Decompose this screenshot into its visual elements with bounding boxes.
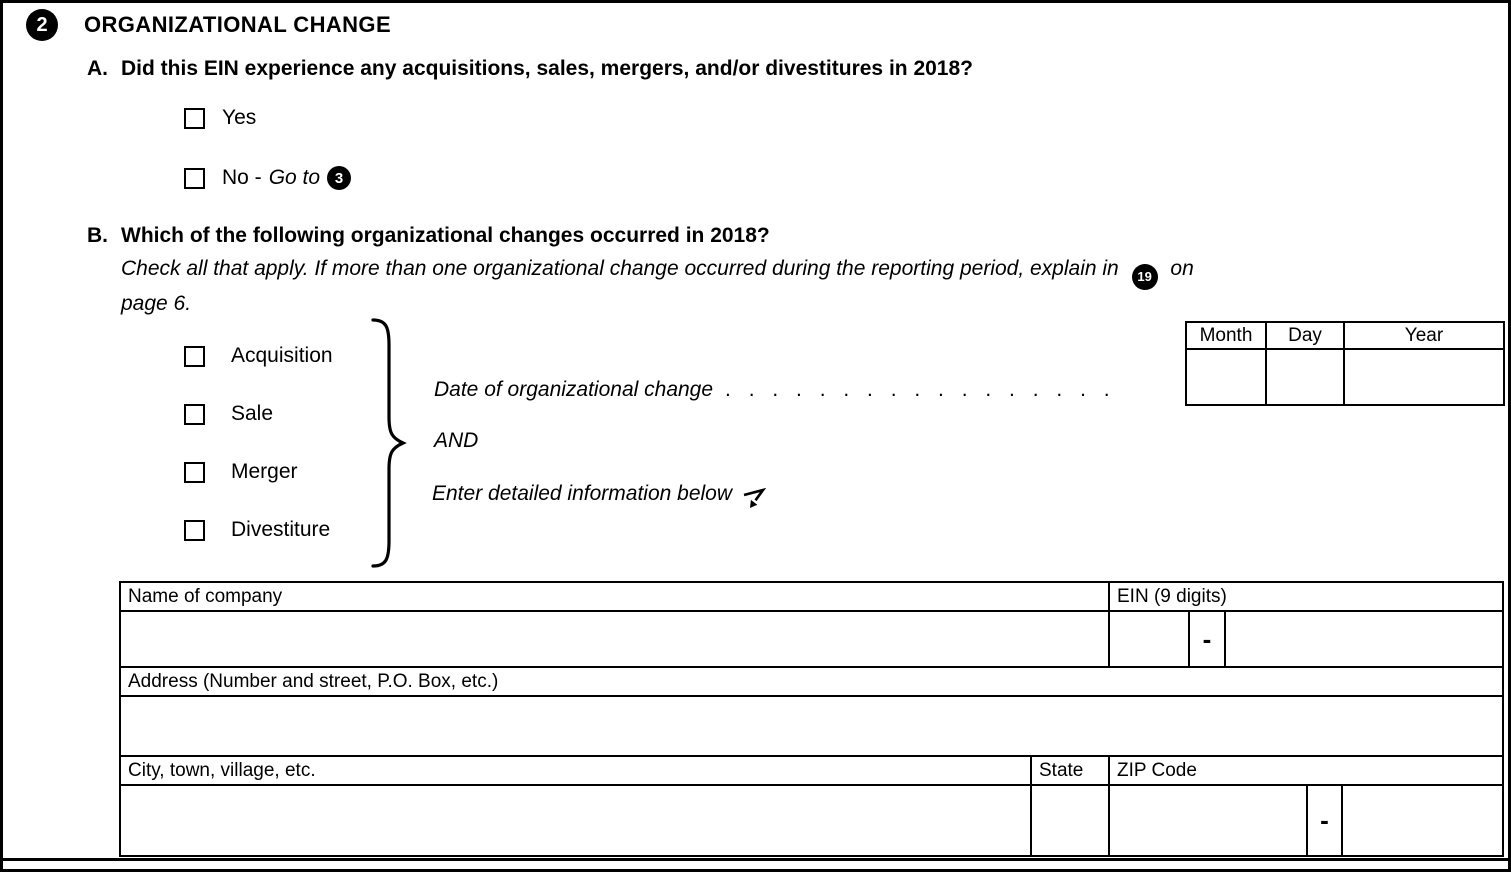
yes-checkbox[interactable] [184,107,205,129]
question-a-letter: A. [87,57,108,80]
ein-label: EIN (9 digits) [1110,583,1502,612]
merger-row: Merger [184,460,298,484]
acquisition-row: Acquisition [184,344,333,368]
divestiture-label: Divestiture [231,518,331,541]
dot-leaders: . . . . . . . . . . . . . . . . . [725,378,1116,401]
year-input[interactable] [1343,348,1505,406]
down-arrow-icon [743,487,767,508]
question-b-letter: B. [87,224,108,247]
divestiture-checkbox[interactable] [184,519,205,541]
goto-section-3-badge: 3 [327,166,352,190]
instruction-line-2: page 6. [121,291,192,315]
day-input[interactable] [1265,348,1345,406]
date-table-header-row: Month Day Year [1185,321,1505,350]
company-name-label: Name of company [121,583,1108,612]
zip-suffix-input[interactable] [1343,786,1502,855]
zip-prefix-input[interactable] [1110,786,1308,855]
zip-boxes: - [1110,786,1502,855]
sale-checkbox[interactable] [184,403,205,425]
ref-19-badge: 19 [1131,263,1158,290]
address-row: Address (Number and street, P.O. Box, et… [121,668,1502,757]
ein-boxes: - [1110,612,1502,666]
no-label: No - [222,166,262,189]
merger-label: Merger [231,460,298,483]
address-input[interactable] [121,697,1502,755]
day-header: Day [1265,321,1345,350]
date-of-change-line: Date of organizational change . . . . . … [434,378,1116,402]
enter-detail-line: Enter detailed information below [432,477,767,511]
no-checkbox[interactable] [184,167,205,189]
question-b-text: Which of the following organizational ch… [121,224,770,247]
state-label: State [1032,757,1108,786]
next-section-top-rule [0,869,1511,872]
option-no-row: No - Go to 3 [184,166,352,190]
acquisition-label: Acquisition [231,344,333,367]
question-b: B. Which of the following organizational… [87,224,770,248]
ein-prefix-input[interactable] [1110,612,1190,666]
month-input[interactable] [1185,348,1267,406]
section-number-badge: 2 [26,9,58,41]
zip-dash: - [1308,786,1343,855]
year-header: Year [1343,321,1505,350]
ein-cell: EIN (9 digits) - [1110,583,1502,666]
name-ein-row: Name of company EIN (9 digits) - [121,583,1502,668]
sale-label: Sale [231,402,274,425]
divestiture-row: Divestiture [184,518,330,542]
question-b-instruction: Check all that apply. If more than one o… [121,255,1194,318]
ein-dash: - [1190,612,1226,666]
and-label: AND [434,429,479,452]
company-name-cell: Name of company [121,583,1110,666]
city-cell: City, town, village, etc. [121,757,1032,855]
acquisition-checkbox[interactable] [184,345,205,367]
zip-label: ZIP Code [1110,757,1502,786]
date-of-change-table: Month Day Year [1185,321,1505,406]
date-of-change-label: Date of organizational change [434,378,714,401]
state-input[interactable] [1032,786,1108,855]
date-table-input-row [1185,348,1505,406]
company-detail-table: Name of company EIN (9 digits) - Address… [119,581,1504,857]
no-goto-text: Go to [268,166,321,189]
sale-row: Sale [184,402,273,426]
city-state-zip-row: City, town, village, etc. State ZIP Code… [121,757,1502,855]
enter-detail-label: Enter detailed information below [432,482,733,505]
month-header: Month [1185,321,1267,350]
section-header: 2 ORGANIZATIONAL CHANGE [26,9,391,41]
option-yes-row: Yes [184,106,256,130]
question-a: A. Did this EIN experience any acquisiti… [87,57,973,81]
merger-checkbox[interactable] [184,461,205,483]
section-title: ORGANIZATIONAL CHANGE [84,12,392,37]
ein-suffix-input[interactable] [1226,612,1502,666]
instruction-text-post: on [1170,257,1194,280]
question-a-text: Did this EIN experience any acquisitions… [121,57,973,80]
yes-label: Yes [222,106,257,129]
state-cell: State [1032,757,1110,855]
city-label: City, town, village, etc. [121,757,1030,786]
brace-icon [365,317,411,574]
instruction-line-1: Check all that apply. If more than one o… [121,255,1194,290]
left-border-rule [0,861,3,872]
city-input[interactable] [121,786,1030,855]
zip-cell: ZIP Code - [1110,757,1502,855]
address-label: Address (Number and street, P.O. Box, et… [121,668,1502,697]
right-border-rule [1508,861,1511,872]
instruction-text-pre: Check all that apply. If more than one o… [121,257,1119,280]
company-name-input[interactable] [121,612,1108,666]
